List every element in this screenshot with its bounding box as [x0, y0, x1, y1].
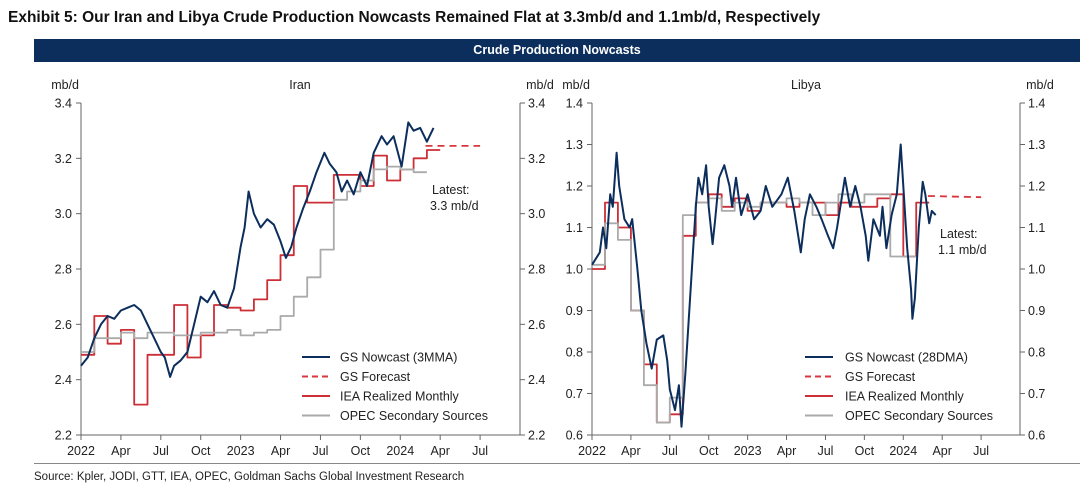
- x-tick-label: Jul: [662, 444, 678, 458]
- panel-title: Libya: [791, 78, 821, 92]
- legend-opec-secondary: OPEC Secondary Sources: [302, 409, 488, 423]
- y-tick-label-right: 2.4: [528, 373, 545, 387]
- legend-iea-realized: IEA Realized Monthly: [805, 390, 965, 404]
- x-tick-label: Oct: [351, 444, 371, 458]
- legend-gs-nowcast: GS Nowcast (28DMA): [805, 351, 968, 365]
- y-tick-label-left: 0.6: [566, 429, 583, 443]
- y-axis-label-right: mb/d: [1026, 78, 1054, 92]
- legend-gs-nowcast: GS Nowcast (3MMA): [302, 351, 457, 365]
- iea-realized-monthly-line: [592, 193, 930, 424]
- x-tick-label: Jul: [472, 444, 488, 458]
- opec-secondary-sources-line: [592, 193, 917, 424]
- y-tick-label-left: 2.8: [55, 263, 72, 277]
- chart-panel-iran: Iran mb/d mb/d 2.2 2.2 2.4 2.4 2.6 2.6 2.8 2.8 3.0 3…: [51, 78, 554, 458]
- y-tick-label-right: 0.6: [1028, 429, 1045, 443]
- gs-nowcast-line: [591, 143, 937, 428]
- iea-realized-monthly-line: [81, 149, 441, 406]
- x-tick-label: Jul: [312, 444, 328, 458]
- y-tick-label-left: 0.9: [566, 304, 583, 318]
- legend-label: IEA Realized Monthly: [340, 390, 460, 404]
- x-tick-label: 2022: [578, 444, 606, 458]
- y-tick-label-right: 1.1: [1028, 221, 1045, 235]
- y-tick-label-right: 1.3: [1028, 138, 1045, 152]
- x-tick-label: Oct: [191, 444, 211, 458]
- y-axis-label-right: mb/d: [526, 78, 554, 92]
- legend-gs-forecast: GS Forecast: [302, 370, 411, 384]
- chart-panel-libya: Libya mb/d mb/d 0.6 0.6 0.7 0.7 0.8 0.8 0.9 0.9 1.0…: [562, 78, 1054, 458]
- legend-label: GS Forecast: [340, 370, 411, 384]
- y-tick-label-right: 3.2: [528, 152, 545, 166]
- x-tick-label: 2023: [734, 444, 762, 458]
- y-tick-label-left: 1.0: [566, 263, 583, 277]
- y-tick-label-left: 1.2: [566, 180, 583, 194]
- legend-label: GS Nowcast (28DMA): [845, 351, 968, 365]
- x-tick-label: Apr: [932, 444, 951, 458]
- y-tick-label-left: 0.8: [566, 346, 583, 360]
- legend-label: GS Forecast: [845, 370, 916, 384]
- y-tick-label-left: 3.0: [55, 207, 72, 221]
- y-tick-label-left: 1.4: [566, 97, 583, 111]
- gs-forecast-line: [927, 195, 982, 199]
- y-axis-label-left: mb/d: [562, 78, 590, 92]
- x-tick-label: Oct: [699, 444, 719, 458]
- latest-annotation: Latest:: [432, 183, 470, 197]
- y-tick-label-right: 1.4: [1028, 97, 1045, 111]
- y-tick-label-right: 0.9: [1028, 304, 1045, 318]
- source-note: Source: Kpler, JODI, GTT, IEA, OPEC, Gol…: [34, 471, 465, 483]
- exhibit-title: Exhibit 5: Our Iran and Libya Crude Prod…: [8, 9, 821, 26]
- x-tick-label: 2022: [67, 444, 95, 458]
- y-tick-label-left: 3.2: [55, 152, 72, 166]
- y-tick-label-right: 3.4: [528, 97, 545, 111]
- x-tick-label: Apr: [777, 444, 796, 458]
- legend-gs-forecast: GS Forecast: [805, 370, 916, 384]
- y-tick-label-left: 0.7: [566, 387, 583, 401]
- gs-nowcast-line: [80, 121, 435, 378]
- legend-label: OPEC Secondary Sources: [845, 409, 993, 423]
- legend-label: OPEC Secondary Sources: [340, 409, 488, 423]
- y-tick-label-right: 3.0: [528, 207, 545, 221]
- x-tick-label: Jul: [153, 444, 169, 458]
- legend-opec-secondary: OPEC Secondary Sources: [805, 409, 993, 423]
- y-tick-label-left: 3.4: [55, 97, 72, 111]
- legend-label: IEA Realized Monthly: [845, 390, 965, 404]
- x-tick-label: Apr: [271, 444, 290, 458]
- y-tick-label-right: 1.2: [1028, 180, 1045, 194]
- y-axis-label-left: mb/d: [51, 78, 79, 92]
- opec-secondary-sources-line: [81, 165, 427, 353]
- y-tick-label-right: 0.7: [1028, 387, 1045, 401]
- latest-annotation: Latest:: [940, 227, 978, 241]
- y-tick-label-left: 1.1: [566, 221, 583, 235]
- x-tick-label: Jul: [973, 444, 989, 458]
- y-tick-label-right: 1.0: [1028, 263, 1045, 277]
- y-tick-label-right: 0.8: [1028, 346, 1045, 360]
- y-tick-label-left: 2.2: [55, 429, 72, 443]
- y-tick-label-right: 2.6: [528, 318, 545, 332]
- y-tick-label-left: 2.6: [55, 318, 72, 332]
- latest-annotation: 1.1 mb/d: [938, 243, 987, 257]
- x-tick-label: Apr: [111, 444, 130, 458]
- legend-iea-realized: IEA Realized Monthly: [302, 390, 460, 404]
- y-tick-label-left: 1.3: [566, 138, 583, 152]
- panel-title: Iran: [289, 78, 311, 92]
- x-tick-label: Apr: [621, 444, 640, 458]
- x-tick-label: 2024: [889, 444, 917, 458]
- legend-label: GS Nowcast (3MMA): [340, 351, 457, 365]
- latest-annotation: 3.3 mb/d: [430, 199, 479, 213]
- x-tick-label: 2023: [227, 444, 255, 458]
- x-tick-label: Apr: [430, 444, 449, 458]
- x-tick-label: 2024: [386, 444, 414, 458]
- y-tick-label-left: 2.4: [55, 373, 72, 387]
- y-tick-label-right: 2.2: [528, 429, 545, 443]
- x-tick-label: Jul: [817, 444, 833, 458]
- section-band-title: Crude Production Nowcasts: [34, 39, 1080, 62]
- divider: [34, 463, 1080, 464]
- x-tick-label: Oct: [855, 444, 875, 458]
- y-tick-label-right: 2.8: [528, 263, 545, 277]
